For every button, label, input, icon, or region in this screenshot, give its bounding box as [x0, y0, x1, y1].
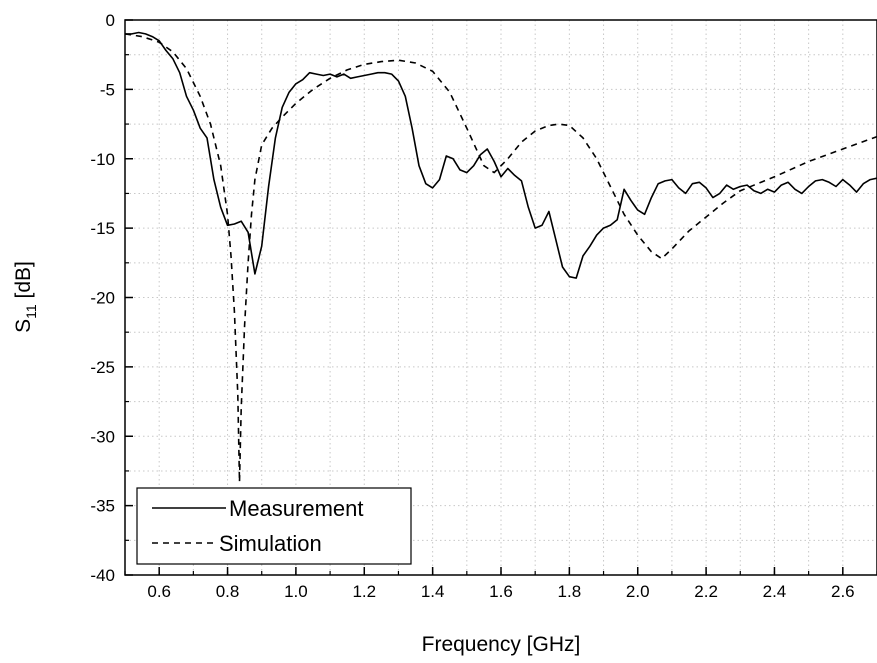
- y-axis-title-unit: [dB]: [12, 261, 35, 304]
- axis-ticks: [124, 19, 877, 576]
- y-tick-label: 0: [106, 11, 115, 30]
- y-tick-label: -30: [90, 427, 115, 446]
- x-tick-label: 0.6: [147, 582, 171, 601]
- x-tick-label: 1.8: [558, 582, 582, 601]
- y-axis-title: S11 [dB]: [12, 261, 39, 333]
- x-tick-label: 1.2: [352, 582, 376, 601]
- legend-label-simulation: Simulation: [219, 531, 322, 556]
- y-tick-label: -25: [90, 358, 115, 377]
- y-tick-label: -40: [90, 566, 115, 585]
- y-tick-label: -10: [90, 150, 115, 169]
- y-tick-label: -20: [90, 289, 115, 308]
- x-tick-label: 1.4: [421, 582, 445, 601]
- x-tick-label: 2.6: [831, 582, 855, 601]
- legend: Measurement Simulation: [136, 487, 412, 565]
- y-axis-title-sub: 11: [23, 304, 39, 319]
- legend-box: [136, 487, 412, 565]
- y-tick-label: -35: [90, 497, 115, 516]
- y-tick-label: -5: [100, 80, 115, 99]
- series-layer: [124, 31, 877, 483]
- series-line-measurement: [125, 31, 877, 279]
- grid-lines: [125, 20, 877, 575]
- x-tick-label: 2.2: [694, 582, 718, 601]
- x-tick-label: 1.6: [489, 582, 513, 601]
- x-axis-title: Frequency [GHz]: [422, 633, 581, 656]
- y-tick-label: -15: [90, 219, 115, 238]
- x-tick-label: 0.8: [216, 582, 240, 601]
- y-axis-title-main: S: [12, 319, 35, 333]
- series-line-simulation: [124, 33, 877, 483]
- x-tick-label: 2.4: [763, 582, 787, 601]
- x-tick-label: 2.0: [626, 582, 650, 601]
- tick-labels: 0.6 0.8 1.0 1.2 1.4 1.6 1.8 2.0 2.2 2.4 2.6 0 -5 -10 -…: [90, 11, 854, 601]
- x-tick-label: 1.0: [284, 582, 308, 601]
- legend-label-measurement: Measurement: [229, 496, 364, 521]
